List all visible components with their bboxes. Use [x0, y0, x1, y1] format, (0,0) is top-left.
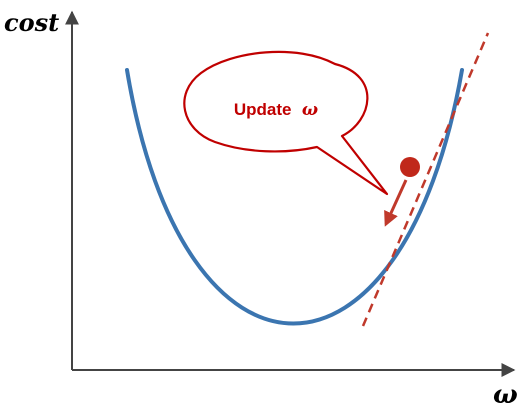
- callout-symbol: ω: [302, 100, 318, 120]
- cost-curve: [125, 68, 464, 326]
- callout-text: Update: [234, 100, 292, 119]
- current-point-marker: [400, 157, 420, 177]
- x-axis-label: ω: [493, 380, 518, 410]
- callout-bubble: [183, 50, 389, 196]
- descent-arrow: [384, 179, 408, 227]
- callout-label: Update ω: [234, 100, 318, 120]
- tangent-line: [361, 32, 490, 327]
- y-axis-label: cost: [4, 8, 59, 37]
